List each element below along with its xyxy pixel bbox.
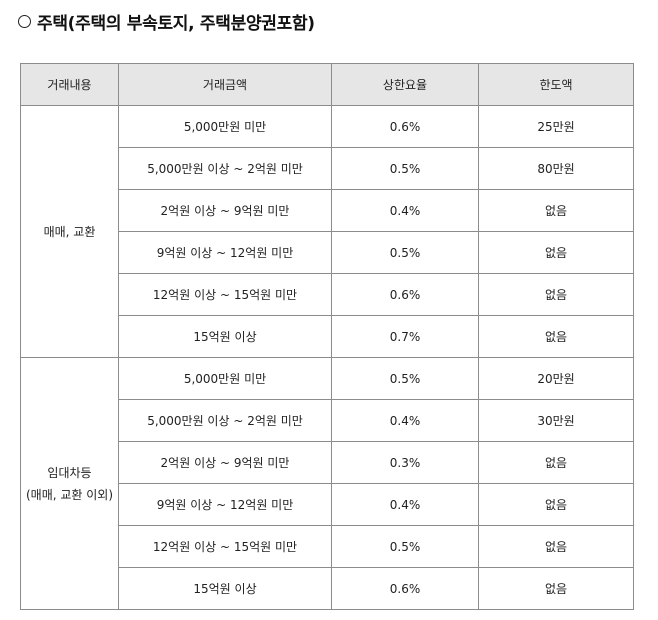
rate-cell: 0.4% (331, 399, 479, 442)
category-label-line: 임대차등 (47, 465, 92, 480)
category-cell: 임대차등 (매매, 교환 이외) (20, 357, 119, 610)
rate-cell: 0.4% (331, 483, 479, 526)
rate-cell: 0.6% (331, 273, 479, 316)
table-row: 임대차등 (매매, 교환 이외) 5,000만원 미만 0.5% 20만원 (20, 357, 634, 610)
table-row: 2억원 이상 ~ 9억원 미만 0.3% 없음 (21, 441, 634, 484)
limit-cell: 없음 (478, 273, 634, 316)
amount-cell: 5,000만원 미만 (118, 105, 332, 148)
table-row: 5,000만원 이상 ~ 2억원 미만 0.5% 80만원 (21, 147, 634, 190)
rate-cell: 0.5% (331, 147, 479, 190)
rate-cell: 0.4% (331, 189, 479, 232)
table-row: 5,000만원 이상 ~ 2억원 미만 0.4% 30만원 (21, 399, 634, 442)
table-row: 9억원 이상 ~ 12억원 미만 0.5% 없음 (21, 231, 634, 274)
header-limit: 한도액 (478, 63, 634, 106)
table-row: 12억원 이상 ~ 15억원 미만 0.6% 없음 (21, 273, 634, 316)
limit-cell: 없음 (478, 231, 634, 274)
section-heading: 주택(주택의 부속토지, 주택분양권포함) (18, 6, 315, 36)
amount-cell: 5,000만원 이상 ~ 2억원 미만 (118, 147, 332, 190)
table-header-row: 거래내용 거래금액 상한요율 한도액 (20, 63, 634, 106)
circle-outline-icon (18, 14, 31, 28)
header-max-rate: 상한요율 (331, 63, 479, 106)
limit-cell: 80만원 (478, 147, 634, 190)
amount-cell: 5,000만원 미만 (118, 357, 332, 400)
amount-cell: 15억원 이상 (118, 315, 332, 358)
header-transaction-type: 거래내용 (20, 63, 119, 106)
limit-cell: 20만원 (478, 357, 634, 400)
category-cell: 매매, 교환 (20, 105, 119, 358)
limit-cell: 없음 (478, 441, 634, 484)
limit-cell: 25만원 (478, 105, 634, 148)
rate-cell: 0.5% (331, 357, 479, 400)
amount-cell: 12억원 이상 ~ 15억원 미만 (118, 525, 332, 568)
amount-cell: 5,000만원 이상 ~ 2억원 미만 (118, 399, 332, 442)
limit-cell: 없음 (478, 189, 634, 232)
table-body: 매매, 교환 5,000만원 미만 0.6% 25만원 5,000만원 이상 ~ 2억원… (20, 105, 634, 610)
limit-cell: 30만원 (478, 399, 634, 442)
category-label-line: (매매, 교환 이외) (25, 487, 114, 502)
amount-cell: 12억원 이상 ~ 15억원 미만 (118, 273, 332, 316)
limit-cell: 없음 (478, 567, 634, 610)
category-label-line: 매매, 교환 (43, 224, 96, 239)
rate-cell: 0.3% (331, 441, 479, 484)
limit-cell: 없음 (478, 483, 634, 526)
table-row: 2억원 이상 ~ 9억원 미만 0.4% 없음 (21, 189, 634, 232)
rate-cell: 0.7% (331, 315, 479, 358)
amount-cell: 9억원 이상 ~ 12억원 미만 (118, 483, 332, 526)
amount-cell: 2억원 이상 ~ 9억원 미만 (118, 189, 332, 232)
limit-cell: 없음 (478, 525, 634, 568)
table-row: 12억원 이상 ~ 15억원 미만 0.5% 없음 (21, 525, 634, 568)
table-row: 15억원 이상 0.7% 없음 (21, 315, 634, 358)
rate-cell: 0.6% (331, 105, 479, 148)
table-row: 15억원 이상 0.6% 없음 (21, 567, 634, 610)
table-row: 9억원 이상 ~ 12억원 미만 0.4% 없음 (21, 483, 634, 526)
section-heading-text: 주택(주택의 부속토지, 주택분양권포함) (37, 13, 315, 34)
table-row: 매매, 교환 5,000만원 미만 0.6% 25만원 (20, 105, 634, 358)
amount-cell: 15억원 이상 (118, 567, 332, 610)
brokerage-fee-table: 거래내용 거래금액 상한요율 한도액 매매, 교환 5,000만원 미만 0.6% 2… (20, 63, 634, 610)
amount-cell: 2억원 이상 ~ 9억원 미만 (118, 441, 332, 484)
limit-cell: 없음 (478, 315, 634, 358)
header-transaction-amount: 거래금액 (118, 63, 332, 106)
rate-cell: 0.6% (331, 567, 479, 610)
rate-cell: 0.5% (331, 525, 479, 568)
rate-cell: 0.5% (331, 231, 479, 274)
amount-cell: 9억원 이상 ~ 12억원 미만 (118, 231, 332, 274)
